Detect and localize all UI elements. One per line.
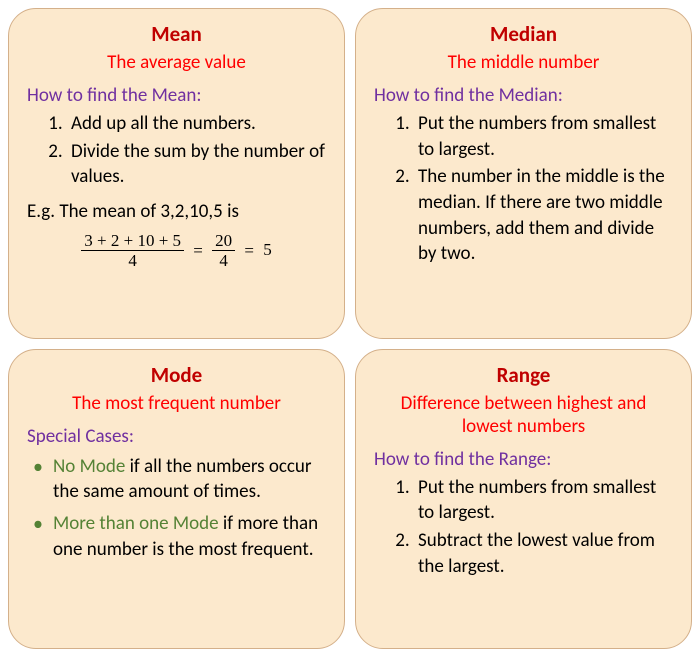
range-step: Subtract the lowest value from the large… (414, 528, 673, 579)
mode-cases: No Mode if all the numbers occur the sam… (27, 454, 326, 563)
mode-case: No Mode if all the numbers occur the sam… (31, 454, 326, 505)
result: 5 (263, 240, 272, 259)
numerator: 20 (212, 231, 235, 252)
fraction: 3 + 2 + 10 + 5 4 (81, 231, 184, 271)
denominator: 4 (212, 251, 235, 271)
mean-card: Mean The average value How to find the M… (8, 8, 345, 339)
median-card: Median The middle number How to find the… (355, 8, 692, 339)
fraction: 20 4 (212, 231, 235, 271)
range-howto: How to find the Range: (374, 448, 673, 471)
denominator: 4 (81, 251, 184, 271)
median-title: Median (374, 21, 673, 47)
mean-steps: Add up all the numbers. Divide the sum b… (27, 111, 326, 190)
range-title: Range (374, 362, 673, 388)
mean-step: Add up all the numbers. (67, 111, 326, 137)
mode-title: Mode (27, 362, 326, 388)
equals-sign: = (188, 241, 208, 261)
mode-subtitle: The most frequent number (27, 392, 326, 415)
mean-step: Divide the sum by the number of values. (67, 139, 326, 190)
mean-title: Mean (27, 21, 326, 47)
numerator: 3 + 2 + 10 + 5 (81, 231, 184, 252)
mode-case-highlight: More than one Mode (53, 512, 219, 535)
equals-sign: = (239, 241, 259, 261)
range-step: Put the numbers from smallest to largest… (414, 475, 673, 526)
mode-case: More than one Mode if more than one numb… (31, 511, 326, 562)
median-subtitle: The middle number (374, 51, 673, 74)
mean-example: E.g. The mean of 3,2,10,5 is (27, 200, 326, 223)
mode-special: Special Cases: (27, 425, 326, 448)
mean-subtitle: The average value (27, 51, 326, 74)
median-step: Put the numbers from smallest to largest… (414, 111, 673, 162)
mode-case-highlight: No Mode (53, 455, 125, 478)
median-steps: Put the numbers from smallest to largest… (374, 111, 673, 267)
median-step: The number in the middle is the median. … (414, 164, 673, 267)
mean-formula: 3 + 2 + 10 + 5 4 = 20 4 = 5 (27, 231, 326, 271)
cards-grid: Mean The average value How to find the M… (8, 8, 692, 649)
range-card: Range Difference between highest and low… (355, 349, 692, 649)
mode-card: Mode The most frequent number Special Ca… (8, 349, 345, 649)
mean-howto: How to find the Mean: (27, 84, 326, 107)
range-subtitle: Difference between highest and lowest nu… (374, 392, 673, 438)
range-steps: Put the numbers from smallest to largest… (374, 475, 673, 580)
median-howto: How to find the Median: (374, 84, 673, 107)
